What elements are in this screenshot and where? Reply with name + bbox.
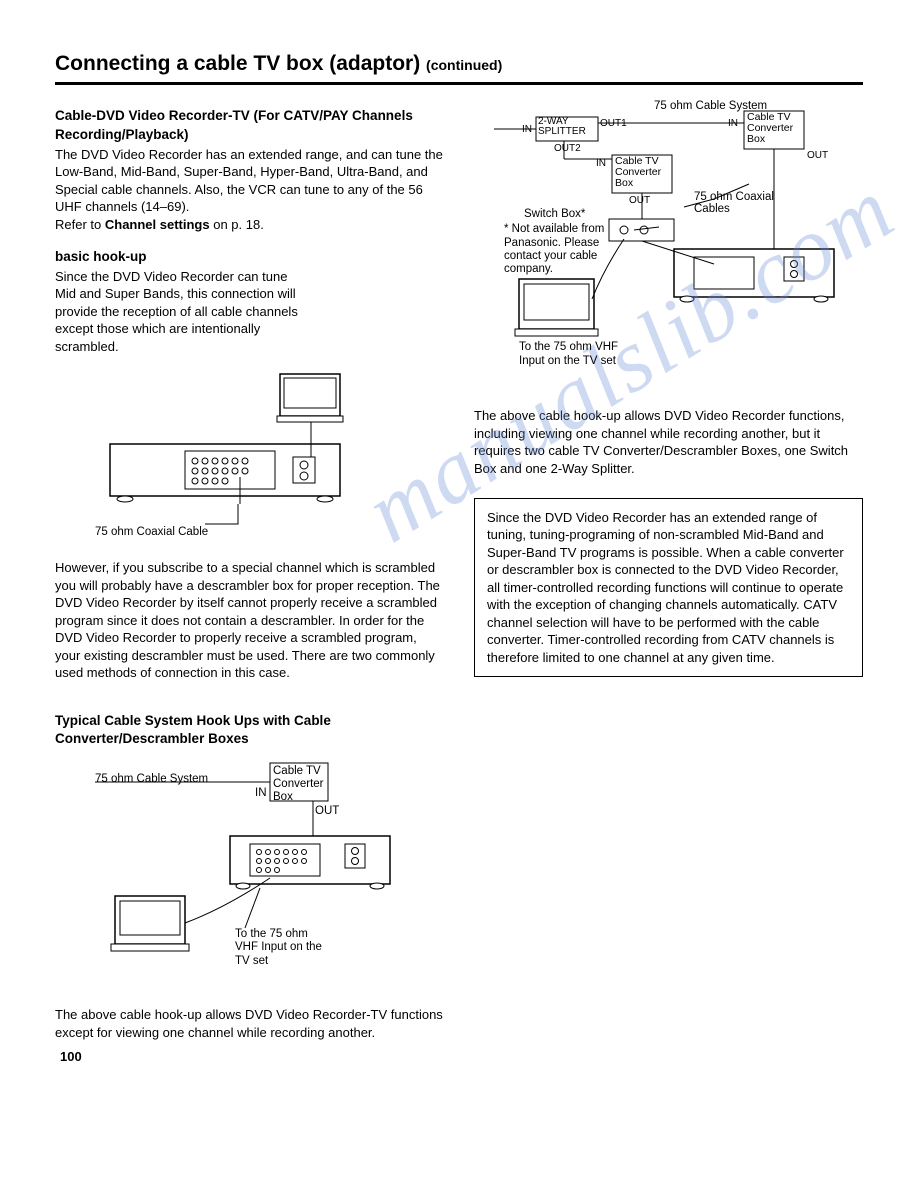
fig3-out2: OUT2 bbox=[554, 142, 581, 156]
fig3-in2: IN bbox=[728, 117, 738, 131]
fig3-switchbox: Switch Box* bbox=[524, 207, 585, 223]
figure-basic-hookup: 75 ohm Coaxial Cable bbox=[55, 369, 444, 541]
fig2-out: OUT bbox=[315, 804, 339, 820]
fig3-out1: OUT1 bbox=[600, 117, 627, 131]
fig3-splitter: 2-WAY SPLITTER bbox=[538, 117, 596, 137]
title-rule bbox=[55, 82, 863, 85]
fig3-in3: IN bbox=[596, 157, 606, 171]
para-descrambler: However, if you subscribe to a special c… bbox=[55, 559, 444, 682]
fig2-converter: Cable TV Converter Box bbox=[273, 765, 327, 803]
fig3-conv-low: Cable TV Converter Box bbox=[615, 156, 671, 189]
fig3-tvnote: To the 75 ohm VHF Input on the TV set bbox=[519, 341, 639, 367]
figure-typical-hookup: 75 ohm Cable System Cable TV Converter B… bbox=[55, 758, 444, 988]
columns: Cable-DVD Video Recorder-TV (For CATV/PA… bbox=[55, 107, 863, 1055]
title-main: Connecting a cable TV box (adaptor) bbox=[55, 52, 420, 75]
note-box-extended-range: Since the DVD Video Recorder has an exte… bbox=[474, 498, 863, 678]
fig2-tvnote: To the 75 ohm VHF Input on the TV set bbox=[235, 928, 330, 968]
subhead-catv: Cable-DVD Video Recorder-TV (For CATV/PA… bbox=[55, 107, 444, 143]
fig3-out-low: OUT bbox=[629, 194, 650, 208]
fig3-coax: 75 ohm Coaxial Cables bbox=[694, 191, 784, 215]
fig2-in: IN bbox=[255, 786, 267, 802]
fig2-cable-system: 75 ohm Cable System bbox=[95, 772, 208, 788]
left-column: Cable-DVD Video Recorder-TV (For CATV/PA… bbox=[55, 107, 444, 1055]
fig1-caption: 75 ohm Coaxial Cable bbox=[95, 525, 444, 541]
title-continued: (continued) bbox=[426, 57, 502, 73]
page-number: 100 bbox=[60, 1048, 82, 1066]
right-column: 75 ohm Cable System 2-WAY SPLITTER IN OU… bbox=[474, 107, 863, 1055]
para-basic-hookup: Since the DVD Video Recorder can tune Mi… bbox=[55, 268, 305, 356]
fig3-out-top: OUT bbox=[807, 149, 828, 163]
page-title: Connecting a cable TV box (adaptor) (con… bbox=[55, 50, 863, 78]
fig3-note: * Not available from Panasonic. Please c… bbox=[504, 223, 614, 276]
figure-two-converters: 75 ohm Cable System 2-WAY SPLITTER IN OU… bbox=[474, 99, 863, 389]
para-two-converters: The above cable hook-up allows DVD Video… bbox=[474, 407, 863, 477]
fig3-in1: IN bbox=[522, 123, 532, 137]
subhead-typical-hookups: Typical Cable System Hook Ups with Cable… bbox=[55, 712, 444, 748]
para-extended-range: The DVD Video Recorder has an extended r… bbox=[55, 146, 444, 234]
subhead-basic-hookup: basic hook-up bbox=[55, 248, 444, 266]
para-hookup-allows: The above cable hook-up allows DVD Video… bbox=[55, 1006, 444, 1041]
fig3-conv-top: Cable TV Converter Box bbox=[747, 112, 803, 145]
